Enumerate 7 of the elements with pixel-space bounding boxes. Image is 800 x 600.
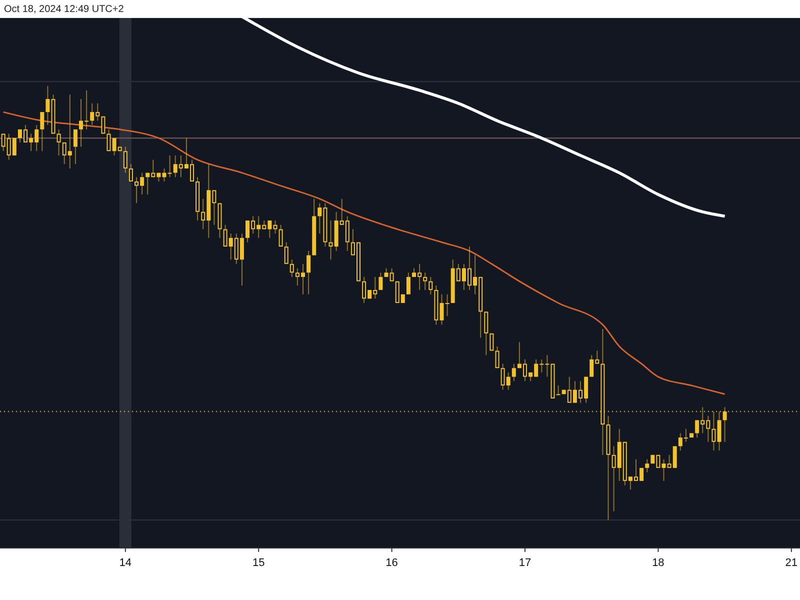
x-tick-label: 14 — [119, 557, 132, 569]
text: Oct 18, 2024 12:49 UTC+2 — [4, 4, 124, 15]
x-tick-label: 21 — [785, 557, 798, 569]
x-tick-label: 17 — [518, 557, 532, 569]
x-tick-label: 18 — [652, 557, 664, 569]
x-tick-label: 15 — [252, 557, 265, 569]
x-tick-label: 16 — [386, 557, 398, 569]
